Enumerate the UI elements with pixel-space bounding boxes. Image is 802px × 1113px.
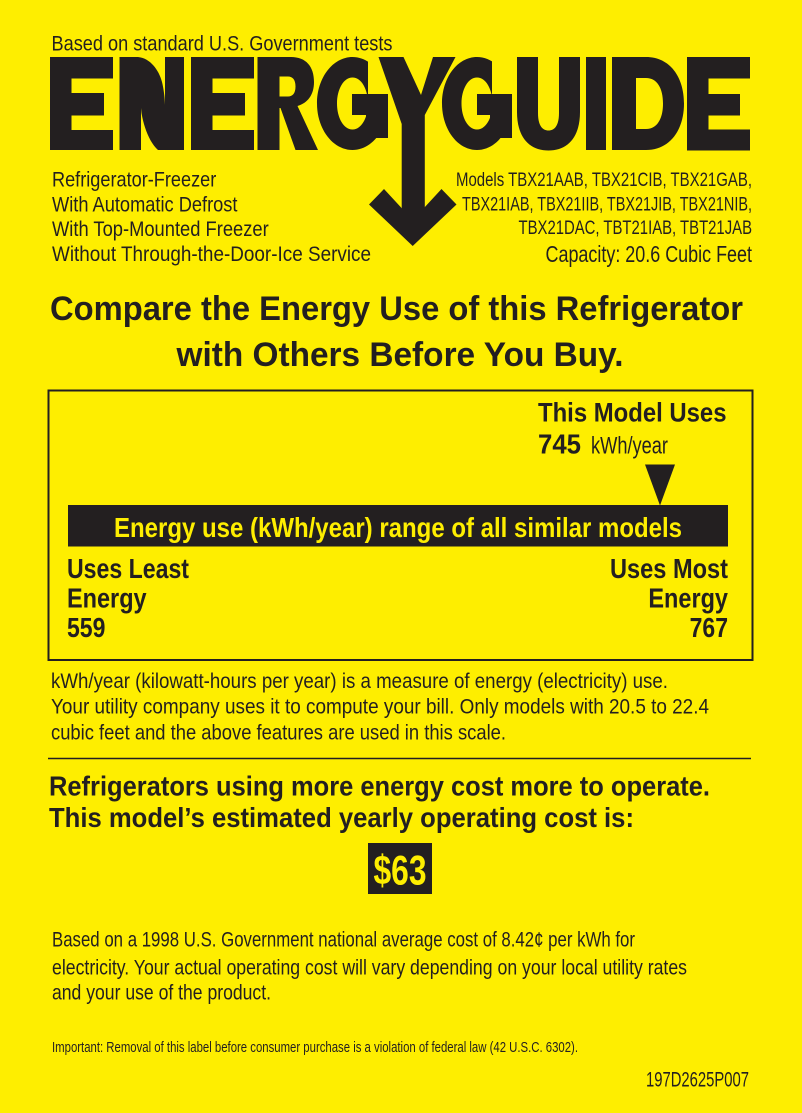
svg-text:559: 559: [67, 612, 105, 643]
svg-text:Models TBX21AAB, TBX21CIB, TBX: Models TBX21AAB, TBX21CIB, TBX21GAB,: [456, 169, 752, 191]
svg-text:Compare the Energy Use of this: Compare the Energy Use of this Refrigera…: [50, 290, 743, 328]
svg-text:767: 767: [690, 612, 728, 643]
svg-text:TBX21DAC, TBT21IAB, TBT21JAB: TBX21DAC, TBT21IAB, TBT21JAB: [519, 217, 753, 239]
svg-text:Energy: Energy: [648, 583, 728, 614]
svg-text:This model’s estimated yearly: This model’s estimated yearly operating …: [49, 802, 634, 833]
svg-text:With Top-Mounted Freezer: With Top-Mounted Freezer: [52, 217, 269, 241]
svg-text:745: 745: [538, 428, 581, 459]
svg-text:Refrigerator-Freezer: Refrigerator-Freezer: [52, 168, 216, 192]
svg-text:with Others Before You Buy.: with Others Before You Buy.: [176, 336, 624, 374]
svg-text:Capacity: 20.6 Cubic Feet: Capacity: 20.6 Cubic Feet: [546, 241, 753, 267]
svg-text:With Automatic Defrost: With Automatic Defrost: [52, 192, 238, 216]
svg-text:Based on a 1998 U.S. Governmen: Based on a 1998 U.S. Government national…: [52, 928, 635, 952]
svg-text:Uses Most: Uses Most: [610, 553, 728, 584]
svg-text:and your use of the product.: and your use of the product.: [52, 981, 271, 1005]
svg-text:Without Through-the-Door-Ice S: Without Through-the-Door-Ice Service: [52, 242, 371, 266]
svg-text:$63: $63: [374, 847, 427, 894]
svg-text:Based on standard U.S. Governm: Based on standard U.S. Government tests: [52, 31, 393, 55]
svg-text:This Model Uses: This Model Uses: [538, 397, 727, 427]
svg-text:electricity. Your actual opera: electricity. Your actual operating cost …: [52, 955, 687, 979]
svg-text:kWh/year (kilowatt-hours per y: kWh/year (kilowatt-hours per year) is a …: [51, 669, 668, 693]
svg-text:Energy use (kWh/year) range of: Energy use (kWh/year) range of all simil…: [114, 512, 682, 543]
svg-text:Uses Least: Uses Least: [67, 553, 189, 584]
svg-text:Important: Removal of this lab: Important: Removal of this label before …: [52, 1040, 578, 1056]
svg-text:kWh/year: kWh/year: [591, 432, 668, 459]
svg-text:Your utility company uses it t: Your utility company uses it to compute …: [51, 695, 709, 719]
svg-text:197D2625P007: 197D2625P007: [646, 1068, 749, 1092]
svg-text:Energy: Energy: [67, 583, 147, 614]
svg-text:TBX21IAB, TBX21IIB, TBX21JIB,: TBX21IAB, TBX21IIB, TBX21JIB, TBX21NIB,: [462, 193, 752, 215]
svg-text:cubic feet and the above featu: cubic feet and the above features are us…: [51, 720, 506, 744]
svg-text:Refrigerators using more energ: Refrigerators using more energy cost mor…: [49, 771, 710, 802]
